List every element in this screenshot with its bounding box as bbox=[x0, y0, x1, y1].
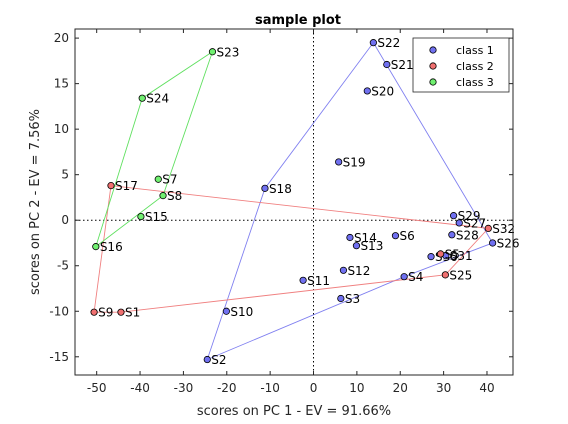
point-S18 bbox=[261, 184, 269, 192]
x-tick-label: -20 bbox=[217, 381, 237, 395]
point-S11 bbox=[299, 276, 307, 284]
point-S20 bbox=[363, 87, 371, 95]
y-tick-label: 15 bbox=[54, 77, 69, 91]
point-S26 bbox=[489, 239, 497, 247]
point-S17 bbox=[107, 182, 115, 190]
point-label-S31: S31 bbox=[450, 249, 473, 263]
point-label-S13: S13 bbox=[360, 239, 383, 253]
point-S8 bbox=[159, 192, 167, 200]
x-tick-label: 40 bbox=[479, 381, 494, 395]
point-S6 bbox=[391, 232, 400, 240]
point-label-S1: S1 bbox=[125, 306, 140, 320]
point-S22 bbox=[369, 39, 377, 47]
point-S14 bbox=[346, 233, 354, 242]
point-label-S4: S4 bbox=[408, 270, 423, 284]
point-S28 bbox=[448, 231, 456, 239]
point-label-S32: S32 bbox=[492, 222, 515, 236]
point-label-S22: S22 bbox=[377, 36, 400, 50]
x-tick-label: -40 bbox=[130, 381, 150, 395]
y-axis-label: scores on PC 2 - EV = 7.56% bbox=[28, 109, 43, 295]
point-S5 bbox=[436, 250, 445, 258]
point-label-S16: S16 bbox=[100, 240, 123, 254]
point-label-S9: S9 bbox=[98, 306, 113, 320]
legend-label-class-2: class 2 bbox=[456, 60, 494, 73]
hull-class-1 bbox=[206, 41, 494, 361]
point-label-S21: S21 bbox=[391, 58, 414, 72]
point-label-S17: S17 bbox=[115, 179, 138, 193]
legend-marker-class-3 bbox=[429, 78, 437, 86]
legend-marker-class-2 bbox=[429, 62, 437, 70]
point-label-S25: S25 bbox=[449, 268, 472, 282]
x-tick-label: -50 bbox=[87, 381, 107, 395]
point-S23 bbox=[208, 48, 217, 56]
x-tick-label: -10 bbox=[260, 381, 280, 395]
point-label-S12: S12 bbox=[347, 264, 370, 278]
x-tick-label: 20 bbox=[393, 381, 408, 395]
x-axis: -50 -40 -30 -20 -10 0 10 20 30 40 bbox=[87, 29, 495, 395]
point-S3 bbox=[337, 294, 345, 303]
point-S10 bbox=[222, 307, 230, 315]
point-label-S7: S7 bbox=[162, 173, 177, 187]
point-label-S29: S29 bbox=[458, 209, 481, 223]
legend-label-class-3: class 3 bbox=[456, 76, 494, 89]
point-S1 bbox=[117, 308, 125, 316]
x-tick-label: 10 bbox=[349, 381, 364, 395]
point-S24 bbox=[138, 94, 146, 102]
y-tick-label: -15 bbox=[49, 350, 69, 364]
point-S12 bbox=[339, 266, 348, 274]
point-S15 bbox=[137, 212, 145, 221]
point-label-S15: S15 bbox=[145, 210, 168, 224]
x-tick-label: 30 bbox=[436, 381, 451, 395]
point-label-S2: S2 bbox=[211, 353, 226, 367]
y-tick-label: 5 bbox=[61, 168, 69, 182]
point-label-S18: S18 bbox=[269, 182, 292, 196]
point-S16 bbox=[92, 243, 100, 251]
point-S21 bbox=[383, 60, 391, 69]
point-S29 bbox=[449, 212, 458, 220]
point-label-S11: S11 bbox=[307, 274, 330, 288]
point-label-S23: S23 bbox=[216, 45, 239, 59]
point-S4 bbox=[400, 273, 408, 281]
hull-class-2 bbox=[93, 185, 490, 313]
point-S25 bbox=[441, 271, 449, 279]
y-tick-label: -5 bbox=[57, 259, 69, 273]
legend-label-class-1: class 1 bbox=[456, 44, 494, 57]
point-label-S26: S26 bbox=[497, 236, 520, 250]
point-S13 bbox=[352, 242, 361, 250]
point-label-S5: S5 bbox=[445, 247, 460, 261]
point-S7 bbox=[154, 175, 162, 183]
point-label-S14: S14 bbox=[354, 231, 377, 245]
y-tick-label: -10 bbox=[49, 304, 69, 318]
x-tick-label: 0 bbox=[310, 381, 318, 395]
y-tick-label: 0 bbox=[61, 213, 69, 227]
legend-marker-class-1 bbox=[429, 46, 437, 54]
point-S2 bbox=[203, 355, 211, 364]
y-tick-label: 20 bbox=[54, 31, 69, 45]
plot-frame bbox=[74, 28, 514, 376]
point-S27 bbox=[455, 219, 463, 227]
point-label-S20: S20 bbox=[371, 84, 394, 98]
x-tick-label: -30 bbox=[174, 381, 194, 395]
point-S9 bbox=[90, 308, 98, 316]
point-label-S27: S27 bbox=[463, 216, 486, 230]
y-tick-label: 10 bbox=[54, 122, 69, 136]
point-label-S28: S28 bbox=[456, 228, 479, 242]
y-axis: -15 -10 -5 0 5 10 15 20 bbox=[49, 31, 513, 364]
legend-box bbox=[412, 37, 510, 93]
point-S19 bbox=[335, 158, 343, 166]
point-label-S6: S6 bbox=[399, 229, 414, 243]
point-S30 bbox=[427, 253, 435, 261]
chart-title: sample plot bbox=[255, 13, 341, 28]
point-label-S10: S10 bbox=[230, 305, 253, 319]
point-label-S24: S24 bbox=[146, 92, 169, 106]
point-label-S19: S19 bbox=[343, 155, 366, 169]
point-label-S8: S8 bbox=[167, 189, 182, 203]
legend: class 1 class 2 class 3 bbox=[412, 37, 510, 93]
x-axis-label: scores on PC 1 - EV = 91.66% bbox=[197, 404, 391, 419]
point-label-S3: S3 bbox=[345, 292, 360, 306]
point-S32 bbox=[484, 224, 492, 233]
